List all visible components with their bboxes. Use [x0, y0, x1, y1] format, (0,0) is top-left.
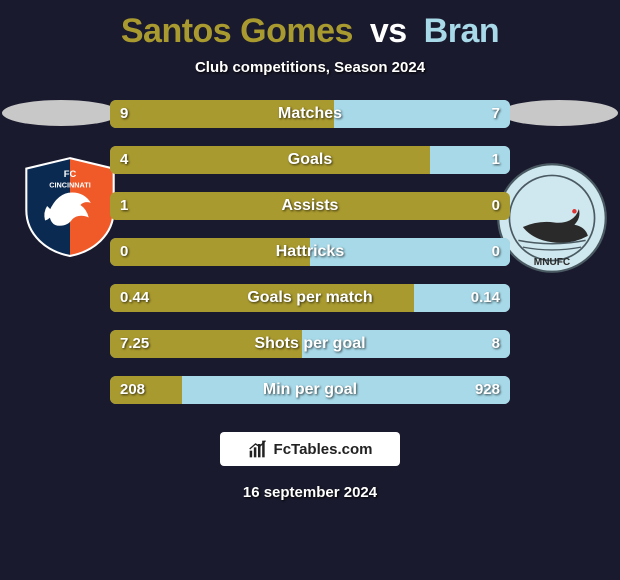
stat-value-right: 1 — [492, 146, 500, 174]
club-badge-left-text: FC — [64, 169, 77, 179]
stat-row: Shots per goal7.25 8 — [110, 330, 510, 358]
stat-row: Goals per match0.44 0.14 — [110, 284, 510, 312]
stat-value-right: 8 — [492, 330, 500, 358]
stat-value-left: 1 — [120, 192, 128, 220]
stat-label: Goals — [110, 146, 510, 174]
stat-label: Hattricks — [110, 238, 510, 266]
stat-value-right: 928 — [475, 376, 500, 404]
page-title: Santos Gomes vs Bran — [0, 0, 620, 51]
stat-label: Shots per goal — [110, 330, 510, 358]
brand-badge[interactable]: FcTables.com — [220, 432, 400, 466]
stat-value-right: 7 — [492, 100, 500, 128]
title-player-left: Santos Gomes — [121, 12, 353, 50]
stat-row: Min per goal208 928 — [110, 376, 510, 404]
stat-label: Goals per match — [110, 284, 510, 312]
stat-bars: Matches97Goals41Assists10Hattricks00Goal… — [110, 100, 510, 404]
stat-row: Assists1 0 — [110, 192, 510, 220]
brand-text: FcTables.com — [274, 441, 373, 458]
stat-label: Assists — [110, 192, 510, 220]
stat-value-left: 208 — [120, 376, 145, 404]
title-player-right: Bran — [424, 12, 499, 50]
stat-row: Matches9 7 — [110, 100, 510, 128]
stat-value-left: 0.44 — [120, 284, 149, 312]
stat-row: Goals4 1 — [110, 146, 510, 174]
subtitle: Club competitions, Season 2024 — [0, 59, 620, 76]
stat-value-left: 0 — [120, 238, 128, 266]
spotlight-ellipse-left — [2, 100, 120, 126]
stat-value-left: 7.25 — [120, 330, 149, 358]
title-vs: vs — [370, 12, 407, 50]
chart-icon — [248, 439, 268, 459]
stat-value-right: 0 — [492, 238, 500, 266]
stat-value-left: 9 — [120, 100, 128, 128]
club-badge-left: FC CINCINNATI — [18, 154, 122, 258]
stat-label: Min per goal — [110, 376, 510, 404]
club-badge-right-text: MNUFC — [534, 257, 570, 268]
spotlight-ellipse-right — [500, 100, 618, 126]
stat-value-right: 0 — [492, 192, 500, 220]
stat-row: Hattricks0 0 — [110, 238, 510, 266]
comparison-area: FC CINCINNATI MNUFC Matches97Goals41Assi… — [0, 100, 620, 404]
stat-label: Matches — [110, 100, 510, 128]
date-text: 16 september 2024 — [0, 484, 620, 501]
svg-text:CINCINNATI: CINCINNATI — [49, 180, 90, 189]
stat-value-left: 4 — [120, 146, 128, 174]
club-badge-right: MNUFC — [496, 162, 608, 274]
stat-value-right: 0.14 — [471, 284, 500, 312]
